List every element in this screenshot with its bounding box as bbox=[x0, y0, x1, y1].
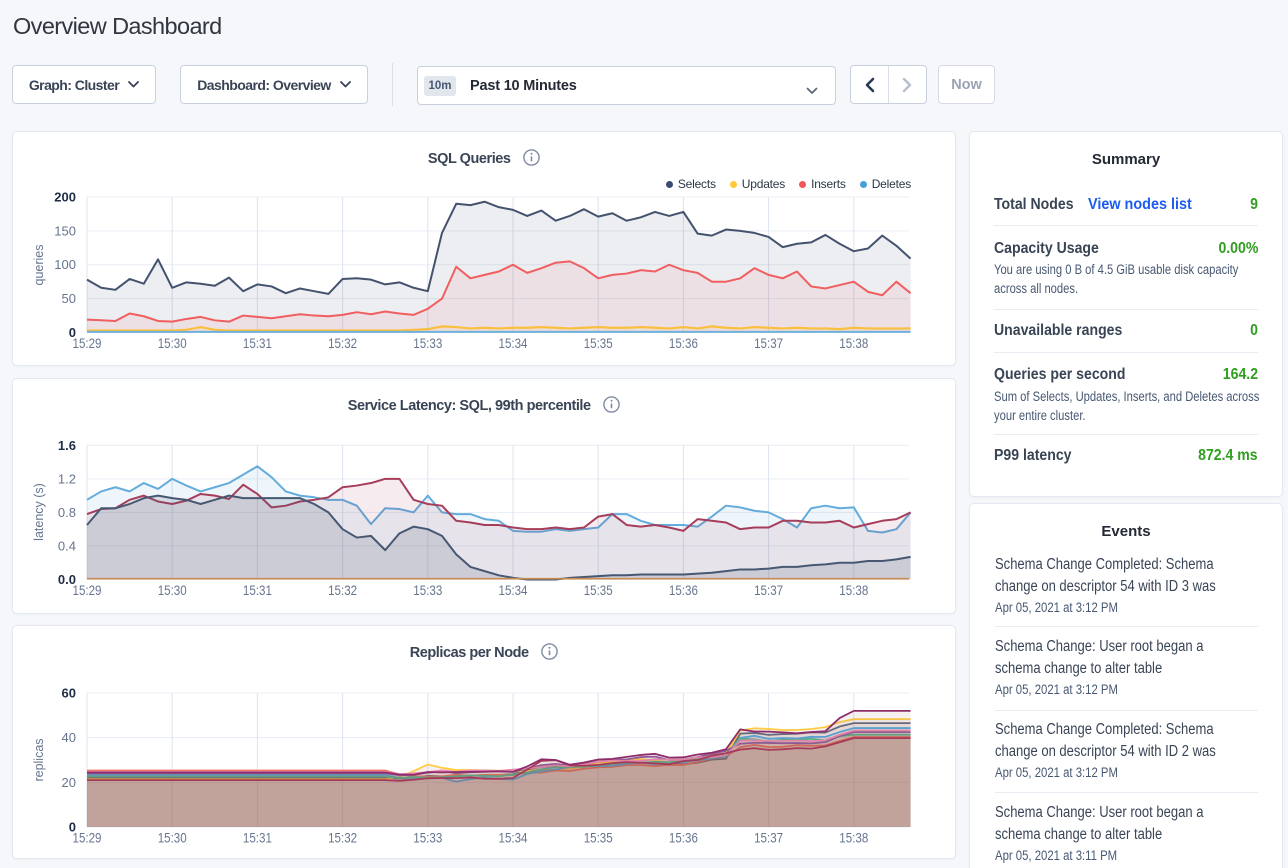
svg-text:replicas: replicas bbox=[32, 738, 46, 781]
svg-text:15:29: 15:29 bbox=[73, 831, 102, 846]
svg-text:0: 0 bbox=[69, 325, 76, 340]
svg-text:0.8: 0.8 bbox=[58, 505, 76, 520]
svg-text:1.2: 1.2 bbox=[58, 471, 76, 486]
svg-text:15:37: 15:37 bbox=[754, 831, 783, 846]
svg-text:0.4: 0.4 bbox=[58, 538, 76, 553]
svg-text:15:29: 15:29 bbox=[73, 583, 102, 598]
svg-text:40: 40 bbox=[62, 730, 76, 745]
svg-text:15:32: 15:32 bbox=[328, 336, 357, 351]
svg-text:15:30: 15:30 bbox=[158, 831, 187, 846]
svg-text:15:33: 15:33 bbox=[413, 336, 442, 351]
svg-text:queries: queries bbox=[32, 245, 46, 286]
svg-text:15:38: 15:38 bbox=[839, 583, 868, 598]
svg-text:15:31: 15:31 bbox=[243, 583, 272, 598]
svg-text:15:37: 15:37 bbox=[754, 336, 783, 351]
svg-text:15:34: 15:34 bbox=[499, 583, 528, 598]
svg-text:20: 20 bbox=[62, 775, 76, 790]
svg-text:200: 200 bbox=[54, 190, 76, 205]
svg-text:15:35: 15:35 bbox=[584, 831, 613, 846]
svg-text:60: 60 bbox=[62, 686, 76, 701]
svg-text:15:33: 15:33 bbox=[413, 583, 442, 598]
svg-text:latency (s): latency (s) bbox=[32, 483, 46, 541]
svg-text:15:32: 15:32 bbox=[328, 831, 357, 846]
svg-text:150: 150 bbox=[54, 223, 76, 238]
svg-text:0: 0 bbox=[69, 820, 76, 835]
svg-text:15:36: 15:36 bbox=[669, 583, 698, 598]
svg-text:15:38: 15:38 bbox=[839, 336, 868, 351]
svg-text:15:35: 15:35 bbox=[584, 583, 613, 598]
svg-text:15:34: 15:34 bbox=[499, 336, 528, 351]
svg-text:15:30: 15:30 bbox=[158, 336, 187, 351]
svg-text:15:33: 15:33 bbox=[413, 831, 442, 846]
svg-text:15:35: 15:35 bbox=[584, 336, 613, 351]
svg-text:1.6: 1.6 bbox=[58, 438, 76, 453]
svg-text:15:38: 15:38 bbox=[839, 831, 868, 846]
svg-text:15:31: 15:31 bbox=[243, 336, 272, 351]
svg-text:15:32: 15:32 bbox=[328, 583, 357, 598]
svg-text:15:30: 15:30 bbox=[158, 583, 187, 598]
svg-text:15:37: 15:37 bbox=[754, 583, 783, 598]
svg-text:15:36: 15:36 bbox=[669, 831, 698, 846]
svg-text:15:29: 15:29 bbox=[73, 336, 102, 351]
svg-text:0.0: 0.0 bbox=[58, 572, 76, 587]
svg-text:15:36: 15:36 bbox=[669, 336, 698, 351]
svg-text:15:31: 15:31 bbox=[243, 831, 272, 846]
svg-text:15:34: 15:34 bbox=[499, 831, 528, 846]
svg-text:50: 50 bbox=[62, 291, 76, 306]
svg-text:100: 100 bbox=[54, 257, 76, 272]
